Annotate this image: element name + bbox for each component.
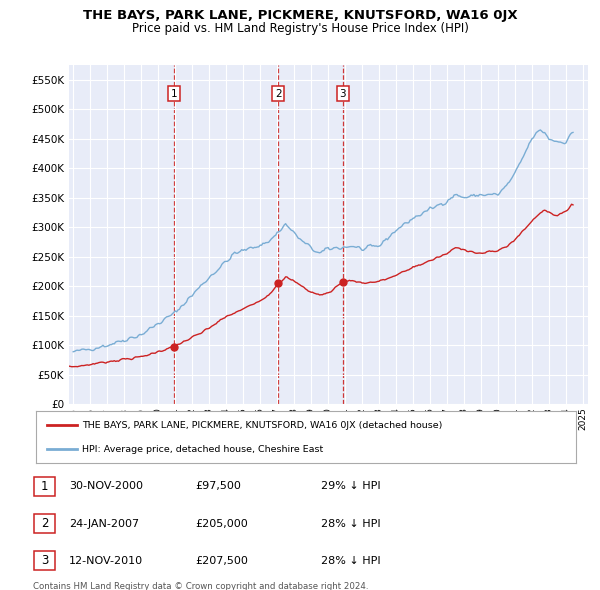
Text: 2: 2	[41, 517, 48, 530]
Text: 30-NOV-2000: 30-NOV-2000	[69, 481, 143, 491]
Text: 1: 1	[170, 88, 177, 99]
Text: 3: 3	[340, 88, 346, 99]
Text: THE BAYS, PARK LANE, PICKMERE, KNUTSFORD, WA16 0JX (detached house): THE BAYS, PARK LANE, PICKMERE, KNUTSFORD…	[82, 421, 442, 430]
Text: Contains HM Land Registry data © Crown copyright and database right 2024.
This d: Contains HM Land Registry data © Crown c…	[33, 582, 368, 590]
Text: HPI: Average price, detached house, Cheshire East: HPI: Average price, detached house, Ches…	[82, 445, 323, 454]
Text: 12-NOV-2010: 12-NOV-2010	[69, 556, 143, 566]
Text: £205,000: £205,000	[195, 519, 248, 529]
Point	[274, 278, 283, 288]
Text: 28% ↓ HPI: 28% ↓ HPI	[321, 556, 380, 566]
Text: 2: 2	[275, 88, 281, 99]
Text: £97,500: £97,500	[195, 481, 241, 491]
Text: 29% ↓ HPI: 29% ↓ HPI	[321, 481, 380, 491]
Text: £207,500: £207,500	[195, 556, 248, 566]
Text: 24-JAN-2007: 24-JAN-2007	[69, 519, 139, 529]
Text: 28% ↓ HPI: 28% ↓ HPI	[321, 519, 380, 529]
Text: Price paid vs. HM Land Registry's House Price Index (HPI): Price paid vs. HM Land Registry's House …	[131, 22, 469, 35]
Text: 1: 1	[41, 480, 48, 493]
Point	[169, 342, 179, 352]
Text: THE BAYS, PARK LANE, PICKMERE, KNUTSFORD, WA16 0JX: THE BAYS, PARK LANE, PICKMERE, KNUTSFORD…	[83, 9, 517, 22]
Text: 3: 3	[41, 554, 48, 568]
Point	[338, 277, 347, 287]
